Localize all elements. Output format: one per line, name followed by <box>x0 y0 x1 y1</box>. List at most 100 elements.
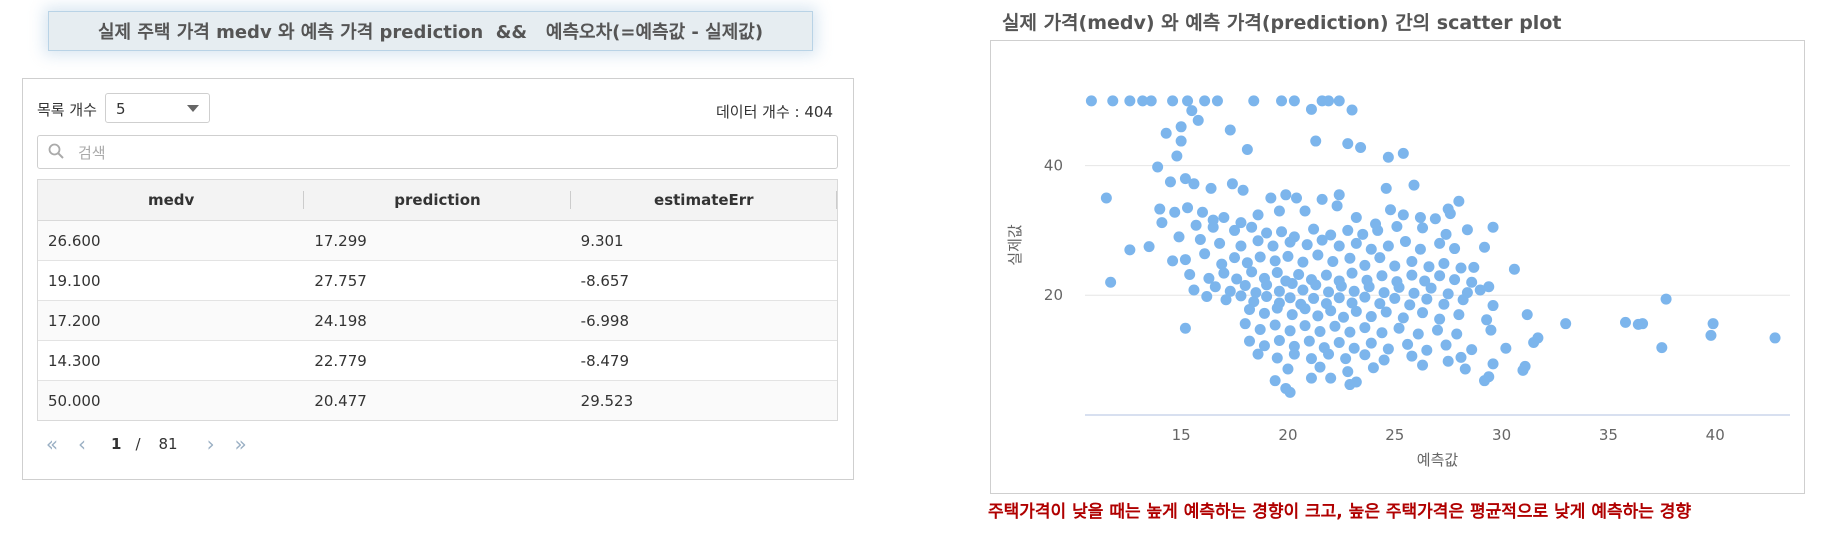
scatter-point[interactable] <box>1323 286 1335 298</box>
scatter-point[interactable] <box>1269 319 1281 331</box>
scatter-point[interactable] <box>1286 278 1298 290</box>
scatter-point[interactable] <box>1175 135 1187 147</box>
scatter-point[interactable] <box>1402 338 1414 350</box>
scatter-point[interactable] <box>1145 95 1157 107</box>
scatter-point[interactable] <box>1414 243 1426 255</box>
scatter-point[interactable] <box>1365 311 1377 323</box>
scatter-point[interactable] <box>1137 95 1149 107</box>
scatter-point[interactable] <box>1406 256 1418 268</box>
scatter-point[interactable] <box>1224 285 1236 297</box>
scatter-point[interactable] <box>1288 95 1300 107</box>
scatter-point[interactable] <box>1429 213 1441 225</box>
scatter-point[interactable] <box>1207 221 1219 233</box>
scatter-point[interactable] <box>1434 237 1446 249</box>
scatter-point[interactable] <box>1239 279 1251 291</box>
scatter-point[interactable] <box>1442 288 1454 300</box>
scatter-point[interactable] <box>1425 282 1437 294</box>
scatter-point[interactable] <box>1440 339 1452 351</box>
scatter-point[interactable] <box>1261 227 1273 239</box>
scatter-point[interactable] <box>1382 240 1394 252</box>
scatter-point[interactable] <box>1171 150 1183 162</box>
scatter-point[interactable] <box>1517 364 1529 376</box>
scatter-point[interactable] <box>1107 95 1119 107</box>
scatter-point[interactable] <box>1406 269 1418 281</box>
scatter-point[interactable] <box>1350 237 1362 249</box>
scatter-point[interactable] <box>1466 276 1478 288</box>
scatter-point[interactable] <box>1453 309 1465 321</box>
table-row[interactable]: 26.600 17.299 9.301 <box>38 221 837 261</box>
scatter-point[interactable] <box>1438 298 1450 310</box>
scatter-point[interactable] <box>1421 293 1433 305</box>
scatter-point[interactable] <box>1342 138 1354 150</box>
scatter-point[interactable] <box>1199 95 1211 107</box>
scatter-point[interactable] <box>1521 309 1533 321</box>
scatter-point[interactable] <box>1261 279 1273 291</box>
last-page-icon[interactable]: » <box>234 432 247 456</box>
scatter-point[interactable] <box>1508 263 1520 275</box>
scatter-point[interactable] <box>1359 322 1371 334</box>
scatter-point[interactable] <box>1560 318 1572 330</box>
search-input[interactable] <box>76 140 820 166</box>
first-page-icon[interactable]: « <box>45 432 59 456</box>
scatter-point[interactable] <box>1350 211 1362 223</box>
scatter-point[interactable] <box>1374 252 1386 264</box>
scatter-point[interactable] <box>1323 348 1335 360</box>
scatter-point[interactable] <box>1325 229 1337 241</box>
scatter-point[interactable] <box>1267 240 1279 252</box>
scatter-point[interactable] <box>1338 311 1349 323</box>
scatter-point[interactable] <box>1211 95 1223 107</box>
scatter-point[interactable] <box>1179 254 1191 266</box>
scatter-point[interactable] <box>1273 335 1285 347</box>
scatter-point[interactable] <box>1333 189 1345 201</box>
scatter-point[interactable] <box>1239 318 1251 330</box>
scatter-point[interactable] <box>1453 195 1465 207</box>
scatter-point[interactable] <box>1414 211 1426 223</box>
scatter-point[interactable] <box>1372 224 1384 236</box>
scatter-point[interactable] <box>1346 104 1358 116</box>
scatter-point[interactable] <box>1229 252 1241 264</box>
scatter-point[interactable] <box>1397 312 1409 324</box>
scatter-point[interactable] <box>1143 241 1155 253</box>
scatter-point[interactable] <box>1333 292 1345 304</box>
scatter-point[interactable] <box>1258 307 1270 319</box>
scatter-point[interactable] <box>1152 161 1164 173</box>
scatter-point[interactable] <box>1229 224 1241 236</box>
scatter-point[interactable] <box>1342 224 1354 236</box>
scatter-point[interactable] <box>1455 351 1467 363</box>
prev-page-icon[interactable]: ‹ <box>78 432 86 456</box>
scatter-point[interactable] <box>1312 249 1324 261</box>
scatter-point[interactable] <box>1378 287 1390 299</box>
scatter-point[interactable] <box>1190 219 1202 231</box>
scatter-point[interactable] <box>1310 135 1322 147</box>
scatter-point[interactable] <box>1404 299 1416 311</box>
scatter-point[interactable] <box>1160 127 1172 139</box>
column-header-medv[interactable]: medv <box>38 180 305 220</box>
scatter-point[interactable] <box>1342 366 1354 378</box>
scatter-point[interactable] <box>1417 222 1429 234</box>
scatter-point[interactable] <box>1276 95 1288 107</box>
scatter-point[interactable] <box>1468 261 1480 273</box>
scatter-point[interactable] <box>1124 95 1136 107</box>
scatter-point[interactable] <box>1485 324 1497 336</box>
scatter-point[interactable] <box>1481 314 1493 326</box>
scatter-point[interactable] <box>1417 359 1429 371</box>
scatter-point[interactable] <box>1224 124 1236 136</box>
scatter-point[interactable] <box>1344 326 1356 338</box>
scatter-point[interactable] <box>1235 240 1247 252</box>
scatter-point[interactable] <box>1271 267 1283 279</box>
scatter-point[interactable] <box>1487 358 1499 370</box>
scatter-point[interactable] <box>1284 236 1296 248</box>
scatter-point[interactable] <box>1179 173 1191 185</box>
scatter-point[interactable] <box>1173 231 1185 243</box>
scatter-point[interactable] <box>1276 226 1288 238</box>
scatter-point[interactable] <box>1188 178 1200 190</box>
scatter-point[interactable] <box>1487 221 1499 233</box>
scatter-point[interactable] <box>1291 192 1302 204</box>
scatter-point[interactable] <box>1406 350 1418 362</box>
scatter-point[interactable] <box>1209 281 1221 293</box>
scatter-point[interactable] <box>1186 105 1198 117</box>
scatter-point[interactable] <box>1156 217 1168 229</box>
scatter-point[interactable] <box>1182 202 1194 214</box>
scatter-point[interactable] <box>1459 363 1471 375</box>
scatter-point[interactable] <box>1164 176 1176 188</box>
